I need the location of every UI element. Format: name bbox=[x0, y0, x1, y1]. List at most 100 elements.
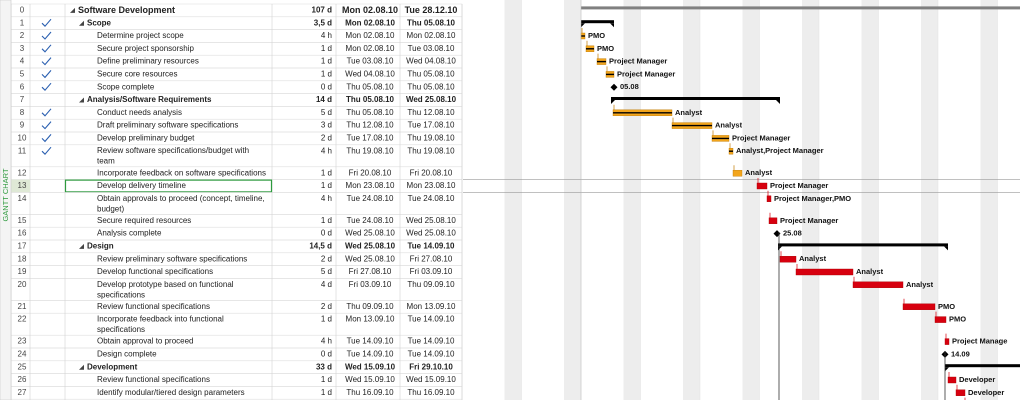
task-name: Software Development bbox=[78, 5, 175, 15]
task-finish: Fri 03.09.10 bbox=[410, 267, 453, 276]
done-check bbox=[41, 57, 52, 66]
resource-label: Analyst bbox=[856, 267, 884, 276]
task-finish: Tue 03.08.10 bbox=[408, 44, 455, 53]
task-start: Mon 23.08.10 bbox=[346, 181, 395, 190]
task-start: Tue 14.09.10 bbox=[347, 350, 394, 359]
collapse-toggle bbox=[70, 7, 75, 13]
task-finish: Tue 28.12.10 bbox=[405, 5, 458, 15]
task-duration: 1 d bbox=[321, 57, 332, 66]
task-finish: Wed 04.08.10 bbox=[406, 57, 456, 66]
summary-bar bbox=[611, 97, 780, 100]
task-id: 13 bbox=[18, 181, 27, 190]
done-check bbox=[41, 70, 52, 79]
task-finish: Tue 17.08.10 bbox=[408, 121, 455, 130]
task-name: Incorporate feedback into functional spe… bbox=[97, 315, 226, 335]
task-id: 12 bbox=[18, 168, 27, 177]
task-name: Develop delivery timeline bbox=[97, 181, 186, 190]
task-finish: Mon 02.08.10 bbox=[407, 31, 456, 40]
weekend-shade bbox=[980, 0, 998, 400]
task-id: 26 bbox=[18, 375, 27, 384]
summary-bar bbox=[778, 243, 948, 247]
task-name: Develop prototype based on functional sp… bbox=[97, 280, 236, 300]
task-bar bbox=[852, 281, 904, 288]
task-name: Design complete bbox=[97, 350, 157, 359]
task-start: Thu 05.08.10 bbox=[346, 95, 395, 104]
task-bar bbox=[944, 338, 950, 345]
weekend-shade bbox=[742, 0, 760, 400]
resource-label: 25.08 bbox=[783, 229, 802, 238]
task-duration: 4 h bbox=[321, 146, 332, 155]
task-finish: Thu 05.08.10 bbox=[407, 82, 455, 91]
task-name: Analysis/Software Requirements bbox=[87, 95, 212, 104]
task-duration: 0 d bbox=[321, 229, 332, 238]
resource-label: Analyst,Project Manager bbox=[736, 146, 824, 155]
task-finish: Thu 16.09.10 bbox=[407, 388, 455, 397]
task-finish: Fri 20.08.10 bbox=[410, 168, 453, 177]
task-duration: 2 d bbox=[321, 302, 332, 311]
task-id: 23 bbox=[18, 337, 27, 346]
done-check bbox=[41, 18, 52, 28]
resource-label: PMO bbox=[597, 44, 614, 53]
task-bar bbox=[779, 256, 797, 263]
task-id: 4 bbox=[20, 57, 25, 66]
done-check bbox=[41, 108, 52, 117]
task-start: Mon 02.08.10 bbox=[346, 31, 395, 40]
task-finish: Tue 24.08.10 bbox=[408, 194, 455, 203]
task-id: 18 bbox=[18, 254, 27, 263]
task-id: 7 bbox=[20, 95, 25, 104]
task-name: Obtain approvals to proceed (concept, ti… bbox=[97, 194, 267, 214]
task-name: Identify modular/tiered design parameter… bbox=[97, 388, 245, 397]
task-start: Tue 14.09.10 bbox=[347, 337, 394, 346]
task-duration: 1 d bbox=[321, 375, 332, 384]
task-finish: Wed 25.08.10 bbox=[406, 95, 457, 104]
task-name: Design bbox=[87, 242, 114, 251]
task-start: Thu 05.08.10 bbox=[346, 82, 394, 91]
task-duration: 14 d bbox=[316, 95, 332, 104]
task-id: 25 bbox=[18, 362, 27, 371]
task-start: Wed 15.09.10 bbox=[345, 362, 396, 371]
task-duration: 1 d bbox=[321, 315, 332, 324]
summary-bar bbox=[581, 20, 614, 24]
resource-label: Project Manage bbox=[952, 337, 1007, 346]
weekend-shade bbox=[921, 0, 938, 400]
done-check bbox=[41, 134, 52, 143]
done-check bbox=[41, 146, 52, 156]
resource-label: Project Manager bbox=[770, 181, 828, 190]
task-duration: 1 d bbox=[321, 388, 332, 397]
task-id: 14 bbox=[18, 194, 27, 203]
task-finish: Thu 19.08.10 bbox=[407, 146, 455, 155]
resource-label: Developer bbox=[968, 388, 1004, 397]
resource-label: Analyst bbox=[675, 108, 703, 117]
task-start: Tue 03.08.10 bbox=[347, 57, 394, 66]
task-start: Wed 25.08.10 bbox=[345, 242, 396, 251]
task-name: Analysis complete bbox=[97, 229, 162, 238]
task-finish: Thu 05.08.10 bbox=[407, 18, 456, 27]
resource-label: Analyst bbox=[906, 280, 934, 289]
task-start: Wed 04.08.10 bbox=[345, 70, 395, 79]
view-bar bbox=[0, 0, 12, 400]
task-start: Wed 15.09.10 bbox=[345, 375, 395, 384]
task-name: Define preliminary resources bbox=[97, 57, 199, 66]
task-bar bbox=[732, 169, 743, 177]
summary-end bbox=[945, 367, 949, 372]
task-name: Secure required resources bbox=[97, 216, 191, 225]
task-duration: 5 d bbox=[321, 108, 332, 117]
resource-label: PMO bbox=[949, 315, 966, 324]
done-check bbox=[41, 31, 52, 40]
task-name: Incorporate feedback on software specifi… bbox=[97, 168, 266, 177]
task-duration: 1 d bbox=[321, 44, 332, 53]
summary-end bbox=[776, 100, 780, 104]
task-id: 11 bbox=[18, 146, 27, 155]
task-name: Scope complete bbox=[97, 82, 155, 91]
weekend-shade bbox=[504, 0, 522, 400]
task-id: 6 bbox=[20, 82, 25, 91]
task-start: Wed 25.08.10 bbox=[345, 229, 395, 238]
task-name: Develop preliminary budget bbox=[97, 134, 195, 143]
task-id: 1 bbox=[20, 18, 25, 27]
task-row[interactable] bbox=[10, 398, 463, 400]
task-id: 0 bbox=[20, 6, 25, 15]
task-bar bbox=[756, 182, 768, 190]
resource-label: PMO bbox=[588, 31, 605, 40]
task-name: Review functional specifications bbox=[97, 302, 210, 311]
task-finish: Fri 27.08.10 bbox=[410, 254, 453, 263]
